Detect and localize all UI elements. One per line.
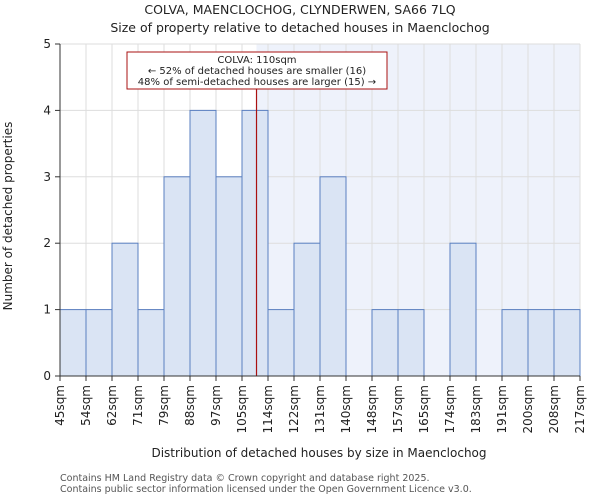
attribution-footer: Contains HM Land Registry data © Crown c… xyxy=(60,473,472,495)
x-tick-label: 45sqm xyxy=(53,385,67,426)
x-tick-label: 62sqm xyxy=(105,385,119,426)
x-tick-label: 54sqm xyxy=(79,385,93,426)
histogram-bar xyxy=(501,309,529,377)
chart-subtitle: Size of property relative to detached ho… xyxy=(110,20,490,35)
annotation-line-3: 48% of semi-detached houses are larger (… xyxy=(138,77,376,88)
x-tick-label: 97sqm xyxy=(209,385,223,426)
histogram-bar xyxy=(241,109,269,377)
histogram-bar xyxy=(137,309,165,377)
y-axis-label: Number of detached properties xyxy=(1,122,15,311)
x-tick-label: 200sqm xyxy=(521,385,535,433)
x-tick-label: 71sqm xyxy=(131,385,145,426)
y-tick-label: 3 xyxy=(43,170,51,184)
x-tick-label: 122sqm xyxy=(287,385,301,433)
histogram-bar xyxy=(163,176,191,377)
x-tick-label: 183sqm xyxy=(469,385,483,433)
histogram-bar xyxy=(85,309,113,377)
footer-line-2: Contains public sector information licen… xyxy=(60,484,472,495)
y-tick-label: 5 xyxy=(43,37,51,51)
histogram-bar xyxy=(267,309,295,377)
annotation-line-2: ← 52% of detached houses are smaller (16… xyxy=(148,66,366,77)
histogram-bar xyxy=(553,309,581,377)
y-tick-label: 0 xyxy=(43,369,51,383)
histogram-bar xyxy=(397,309,425,377)
chart-title: COLVA, MAENCLOCHOG, CLYNDERWEN, SA66 7LQ xyxy=(144,2,456,17)
histogram-bar xyxy=(371,309,399,377)
histogram-bar xyxy=(527,309,555,377)
x-tick-label: 79sqm xyxy=(157,385,171,426)
histogram-bar xyxy=(215,176,243,377)
x-tick-label: 140sqm xyxy=(339,385,353,433)
x-tick-label: 165sqm xyxy=(417,385,431,433)
annotation-line-1: COLVA: 110sqm xyxy=(217,55,296,66)
histogram-bar xyxy=(319,176,347,377)
footer-line-1: Contains HM Land Registry data © Crown c… xyxy=(60,473,430,484)
x-tick-label: 174sqm xyxy=(443,385,457,433)
x-axis-label: Distribution of detached houses by size … xyxy=(151,446,486,460)
y-tick-label: 2 xyxy=(43,236,51,250)
x-tick-label: 148sqm xyxy=(365,385,379,433)
y-tick-label: 4 xyxy=(43,103,51,117)
annotation-box xyxy=(126,51,388,90)
x-tick-label: 114sqm xyxy=(261,385,275,433)
x-tick-label: 191sqm xyxy=(495,385,509,433)
x-tick-label: 88sqm xyxy=(183,385,197,426)
x-tick-label: 105sqm xyxy=(235,385,249,433)
histogram-bar xyxy=(59,309,87,377)
x-tick-label: 208sqm xyxy=(547,385,561,433)
histogram-bar xyxy=(449,242,477,377)
histogram-bar xyxy=(111,242,139,377)
histogram-bar xyxy=(189,109,217,377)
x-tick-label: 217sqm xyxy=(573,385,587,433)
y-tick-label: 1 xyxy=(43,303,51,317)
x-tick-label: 131sqm xyxy=(313,385,327,433)
histogram-bar xyxy=(293,242,321,377)
x-tick-label: 157sqm xyxy=(391,385,405,433)
